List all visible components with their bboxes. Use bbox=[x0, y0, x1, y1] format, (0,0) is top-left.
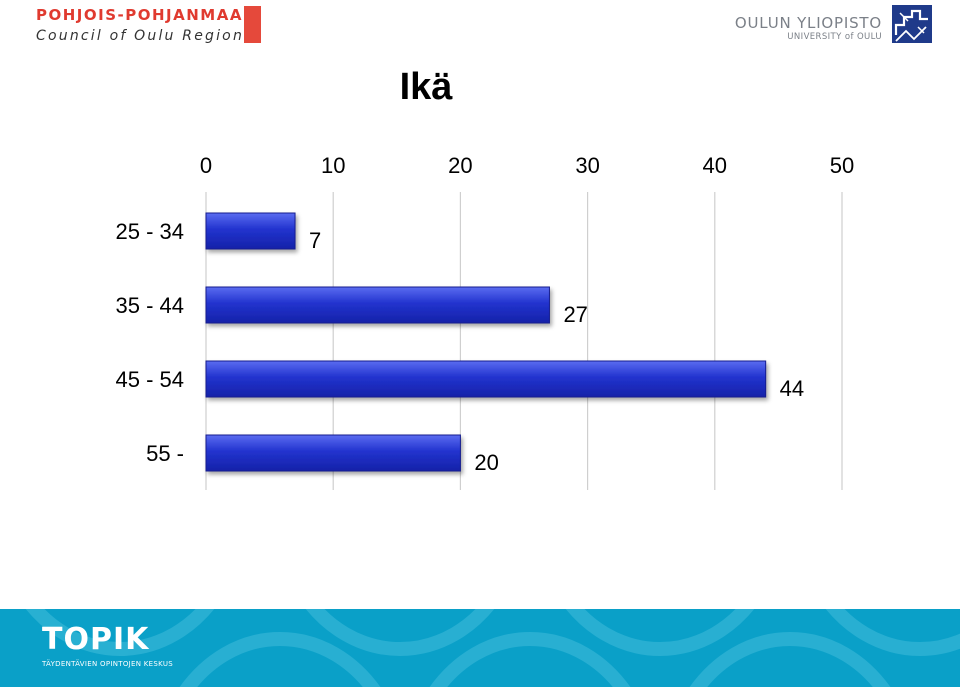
bars bbox=[205, 212, 767, 472]
footer-wave-pattern bbox=[25, 609, 960, 687]
topik-logo: TOPIK TÄYDENTÄVIEN OPINTOJEN KESKUS bbox=[42, 622, 174, 669]
bar-45-54 bbox=[205, 360, 767, 398]
x-axis-tick-labels: 0 10 20 30 40 50 bbox=[200, 153, 854, 178]
x-tick-label-40: 40 bbox=[703, 153, 727, 178]
bar-55 bbox=[205, 434, 461, 472]
council-logo-name: POHJOIS-POHJANMAA bbox=[36, 6, 243, 24]
data-label: 44 bbox=[780, 376, 804, 401]
age-bar-chart: 0 10 20 30 40 50 25 - 34 35 - 44 45 - 54 55 - 7 2… bbox=[116, 153, 854, 490]
council-logo-red-bar bbox=[244, 6, 261, 43]
category-labels: 25 - 34 35 - 44 45 - 54 55 - bbox=[116, 219, 185, 466]
university-logo-name: OULUN YLIOPISTO bbox=[734, 14, 882, 32]
category-label: 25 - 34 bbox=[116, 219, 185, 244]
university-logo-subtitle: UNIVERSITY of OULU bbox=[787, 32, 882, 42]
council-logo-subtitle: Council of Oulu Region bbox=[36, 28, 245, 44]
x-tick-label-50: 50 bbox=[830, 153, 854, 178]
data-label: 20 bbox=[474, 450, 498, 475]
bar-35-44 bbox=[205, 286, 550, 324]
category-label: 45 - 54 bbox=[116, 367, 185, 392]
data-label: 7 bbox=[309, 228, 321, 253]
x-tick-label-10: 10 bbox=[321, 153, 345, 178]
category-label: 55 - bbox=[146, 441, 184, 466]
data-label: 27 bbox=[563, 302, 587, 327]
council-of-oulu-region-logo: POHJOIS-POHJANMAA Council of Oulu Region bbox=[36, 6, 244, 46]
topik-tagline: TÄYDENTÄVIEN OPINTOJEN KESKUS bbox=[42, 660, 174, 668]
footer-band: TOPIK TÄYDENTÄVIEN OPINTOJEN KESKUS bbox=[0, 609, 960, 687]
topik-brand-text: TOPIK bbox=[42, 622, 150, 657]
x-tick-label-20: 20 bbox=[448, 153, 472, 178]
category-label: 35 - 44 bbox=[116, 293, 185, 318]
x-tick-label-0: 0 bbox=[200, 153, 212, 178]
university-of-oulu-logo: OULUN YLIOPISTO UNIVERSITY of OULU bbox=[735, 14, 882, 42]
x-tick-label-30: 30 bbox=[575, 153, 599, 178]
data-labels: 7 27 44 20 bbox=[309, 228, 804, 475]
bar-25-34 bbox=[205, 212, 296, 250]
university-emblem-icon bbox=[892, 5, 932, 43]
chart-title: Ikä bbox=[399, 66, 453, 108]
